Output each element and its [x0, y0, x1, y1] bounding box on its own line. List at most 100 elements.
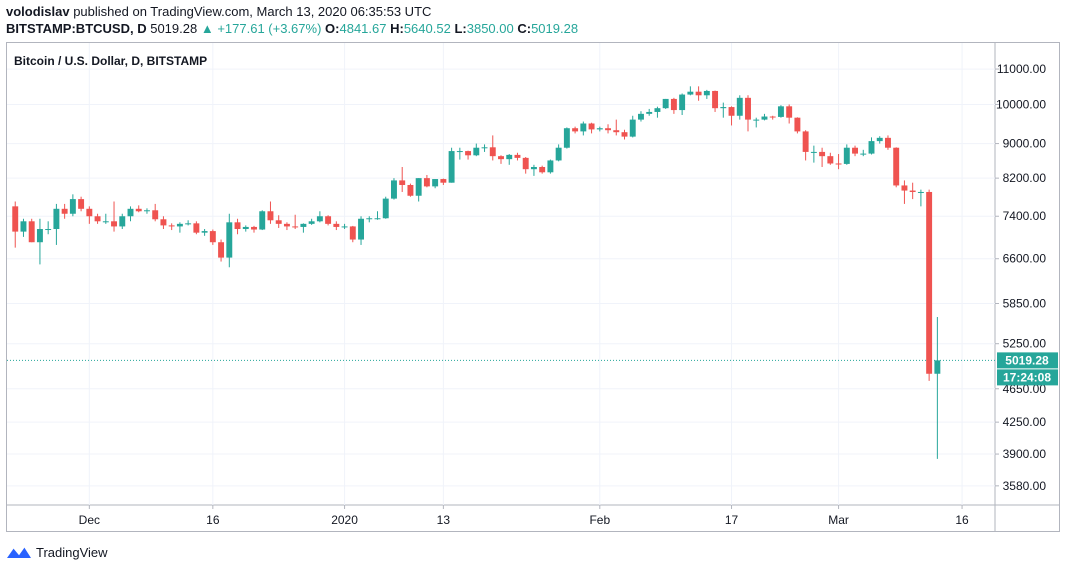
high-label: H: [390, 21, 404, 36]
candle [292, 214, 299, 230]
candle [794, 117, 801, 134]
candle [489, 135, 496, 161]
candle [201, 229, 208, 236]
candle-body [909, 190, 916, 192]
candle-body [465, 151, 472, 156]
candle-body [555, 147, 562, 161]
candle [621, 129, 628, 140]
candle [539, 165, 546, 174]
candle-body [769, 116, 776, 118]
candle-body [819, 151, 826, 157]
candle-body [547, 160, 554, 173]
candle-body [432, 179, 439, 187]
candle [160, 216, 167, 230]
candle [94, 213, 101, 224]
candle [218, 239, 225, 262]
candle-body [703, 90, 710, 96]
candle-body [843, 147, 850, 164]
candle-body [152, 210, 159, 220]
candle [456, 147, 463, 160]
candle-body [127, 208, 134, 217]
candle [909, 182, 916, 200]
x-tick-label: Feb [589, 513, 610, 527]
candle [111, 201, 117, 232]
candle [885, 135, 891, 150]
last-price-badge-label: 5019.28 [1005, 353, 1049, 367]
candle [176, 222, 183, 233]
candle-body [506, 154, 513, 160]
low-label: L: [454, 21, 467, 36]
candle-body [448, 151, 455, 183]
y-tick-label: 7400.00 [1003, 209, 1047, 223]
candle [588, 122, 595, 134]
candle-body [135, 208, 142, 212]
candle [827, 152, 834, 165]
candle-body [218, 242, 225, 258]
candle [638, 111, 644, 122]
candle [917, 189, 924, 207]
candle [366, 216, 373, 223]
y-tick-label: 6600.00 [1003, 252, 1047, 266]
candle [728, 106, 735, 126]
last-price-badge [997, 352, 1058, 369]
candle [432, 179, 439, 189]
candle [358, 216, 364, 245]
candle [341, 223, 348, 230]
candle [61, 203, 68, 219]
time-axis[interactable]: Dec 16 2020 13 Feb 17 Mar 16 [79, 505, 969, 527]
ohlc-legend: BITSTAMP:BTCUSD, D 5019.28 ▲ +177.61 (+3… [6, 21, 578, 36]
candle [555, 144, 562, 162]
candle-body [94, 216, 101, 222]
candle-body [802, 131, 809, 152]
symbol-label: BITSTAMP:BTCUSD, D [6, 21, 147, 36]
candle-body [292, 226, 299, 228]
candle-body [316, 216, 323, 222]
y-tick-label: 8200.00 [1003, 171, 1047, 185]
candle [761, 113, 768, 121]
price-badges: 5019.28 17:24:08 [997, 352, 1058, 386]
candle-body [69, 199, 76, 214]
candle [876, 136, 883, 144]
candle-body [325, 216, 332, 224]
published-text: published on TradingView.com, March 13, … [73, 4, 432, 19]
candle-body [498, 156, 504, 160]
close-label: C: [517, 21, 532, 36]
candles [12, 86, 941, 459]
low-value: 3850.00 [466, 21, 514, 36]
candle-body [341, 226, 348, 228]
close-value: 5019.28 [531, 21, 579, 36]
candle-body [835, 163, 842, 165]
candle [736, 95, 743, 120]
candle [629, 115, 636, 138]
candle-body [810, 151, 817, 153]
candle-body [679, 94, 686, 111]
candle-body [144, 210, 150, 212]
candle [646, 108, 653, 116]
candle-body [382, 198, 389, 219]
y-tick-label: 11000.00 [997, 62, 1046, 76]
candle-body [86, 208, 93, 217]
chart-frame[interactable] [6, 42, 1060, 532]
candle-body [391, 180, 397, 199]
candle [440, 178, 447, 185]
y-tick-label: 5850.00 [1003, 297, 1047, 311]
author-name[interactable]: volodislav [6, 4, 70, 19]
candle-body [300, 223, 307, 227]
candle-body [20, 221, 27, 232]
candle [28, 218, 35, 243]
candle [152, 203, 159, 222]
candle-body [28, 221, 35, 243]
chart-title: Bitcoin / U.S. Dollar, D, BITSTAMP [14, 54, 207, 68]
candle-body [12, 206, 19, 232]
candle [720, 102, 727, 118]
tradingview-footer[interactable]: TradingView [6, 542, 108, 562]
candle [868, 137, 875, 155]
price-axis[interactable]: 11000.00 10000.00 9000.00 8200.00 7400.00 660… [995, 62, 1046, 493]
candle [843, 144, 850, 165]
candle-body [662, 98, 669, 109]
candle [695, 86, 702, 101]
candle [563, 127, 570, 149]
candle-body [712, 90, 719, 109]
tradingview-logo-icon [7, 546, 31, 558]
